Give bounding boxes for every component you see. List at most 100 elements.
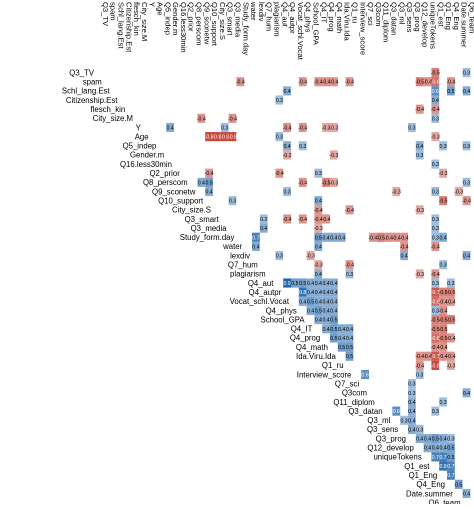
cell-value-label: -0.3	[454, 190, 463, 196]
cell-value-label: 0.7	[447, 464, 454, 470]
cell-value-label: 0.3	[432, 409, 439, 415]
row-label: water	[222, 242, 242, 251]
cell-value-label: -0.3	[329, 180, 338, 186]
cell-value-label: 0.7	[439, 455, 446, 461]
cell-value-label: 0.4	[315, 318, 322, 324]
cell-value-label: 0.6	[393, 409, 400, 415]
cell-value-label: 0.4	[307, 281, 314, 287]
column-label: flesch_kin	[132, 2, 141, 36]
cell-value-label: 0.6	[432, 89, 439, 95]
row-label: Q3_prog	[376, 434, 406, 443]
row-label: Study_form.day	[180, 233, 235, 242]
cell-value-label: 0.4	[307, 308, 314, 314]
cell-value-label: 0.3	[229, 199, 236, 205]
cell-value-label: -0.5	[446, 290, 455, 296]
column-label: Q16.less30min	[179, 2, 188, 53]
cell-value-label: 0.4	[330, 290, 337, 296]
cell-value-label: 0.3	[276, 254, 283, 260]
row-label: Ida.Viru.Ida	[296, 352, 336, 361]
cell-value-label: 0.3	[299, 144, 306, 150]
cell-value-label: -0.3	[283, 153, 292, 159]
cell-value-label: 0.3	[432, 226, 439, 232]
cell-value-label: -0.4	[298, 217, 307, 223]
cell-value-label: -0.4	[298, 80, 307, 86]
column-label: Q3_datan	[390, 2, 399, 35]
cell-value-label: -0.4	[431, 244, 440, 250]
row-label: Q11_diplom	[333, 398, 374, 407]
row-label: School_GPA	[261, 315, 306, 324]
cell-value-label: -0.5	[439, 327, 448, 333]
row-label: Q1_ru	[322, 361, 344, 370]
column-label: uniqueTokens	[429, 2, 438, 49]
cell-value-label: 0.3	[315, 171, 322, 177]
row-label: Gender.m	[130, 151, 164, 160]
cell-value-label: 0.4	[315, 244, 322, 250]
cell-value-label: 0.4	[424, 446, 431, 452]
cell-value-label: -0.3	[314, 226, 323, 232]
row-label: Interview_score	[297, 370, 352, 379]
column-label: Citizenship.Est	[124, 2, 133, 53]
row-label: Citizenship.Est	[66, 96, 118, 105]
column-label: Q4_Eng	[452, 2, 461, 30]
cell-value-label: 0.3	[408, 391, 415, 397]
cell-value-label: 0.4	[416, 437, 423, 443]
row-labels: Q3_TVspamSchl_lang.EstCitizenship.Estfle…	[62, 68, 461, 504]
cell-value-label: -0.4	[228, 116, 237, 122]
cell-value-label: 0.3	[260, 217, 267, 223]
row-label: flesch_kin	[91, 105, 126, 114]
cell-value-label: 0.4	[338, 327, 345, 333]
row-label: Q5_indep	[123, 142, 157, 151]
row-label: spam	[83, 78, 102, 87]
row-label: Q3_smart	[185, 215, 220, 224]
cell-value-label: -0.4	[314, 208, 323, 214]
cell-value-label: 0.3	[416, 427, 423, 433]
row-label: Q7_sci	[335, 379, 360, 388]
column-label: Study_form.day	[241, 2, 250, 55]
cell-value-label: -0.3	[329, 125, 338, 131]
cell-value-label: 0.4	[400, 254, 407, 260]
cell-value-label: -0.4	[329, 80, 338, 86]
cell-value-label: 0.4	[424, 437, 431, 443]
cell-value-label: -0.4	[439, 345, 448, 351]
cell-value-label: 0.4	[322, 308, 329, 314]
cell-value-label: 0.3	[432, 217, 439, 223]
column-label: Q12_develop	[421, 2, 430, 47]
cell-value-label: 0.5	[346, 354, 353, 360]
cell-value-label: 0.5	[330, 336, 337, 342]
column-label: Q5_indep	[163, 2, 172, 35]
cell-value-label: 0.5	[315, 308, 322, 314]
cell-value-label: 0.4	[463, 491, 470, 497]
cell-value-label: -0.3	[306, 254, 315, 260]
row-label: Q3com	[342, 389, 367, 398]
column-label: Q4_autpr	[288, 2, 297, 34]
cell-value-label: 0.3	[432, 162, 439, 168]
cell-value-label: 0.4	[463, 89, 470, 95]
cell-value-label: -0.4	[322, 217, 331, 223]
row-label: Q7_hum	[228, 261, 258, 270]
cell-value-label: -0.8	[228, 135, 237, 141]
cell-value-label: -0.4	[345, 80, 354, 86]
row-label: Q9_sconetw	[152, 187, 196, 196]
column-label: Q3_prog	[413, 2, 422, 32]
cell-value-label: -0.4	[439, 308, 448, 314]
column-label: Q4_aut	[280, 2, 289, 28]
column-label: Q3_TV	[101, 2, 110, 27]
row-label: Q3_TV	[69, 68, 94, 77]
cell-value-label: -0.4	[283, 217, 292, 223]
cell-value-label: 0.4	[338, 235, 345, 241]
row-label: City_size.S	[172, 206, 211, 215]
cell-value-label: 0.4	[252, 244, 259, 250]
cell-value-label: 0.4	[330, 299, 337, 305]
cell-value-label: 0.4	[315, 290, 322, 296]
column-label: Q2_prior	[187, 2, 196, 32]
column-label: Q6_team	[468, 2, 474, 33]
cell-value-label: 0.4	[260, 226, 267, 232]
cell-value-label: -0.4	[197, 116, 206, 122]
row-label: Vocat_schl.Vocat	[230, 297, 290, 306]
column-label: plagiarism	[273, 2, 282, 37]
column-label: Q11_diplom	[382, 2, 391, 42]
column-label: Q1_est	[436, 2, 445, 27]
column-label: Q4_prog	[327, 2, 336, 32]
cell-value-label: 0.3	[400, 418, 407, 424]
